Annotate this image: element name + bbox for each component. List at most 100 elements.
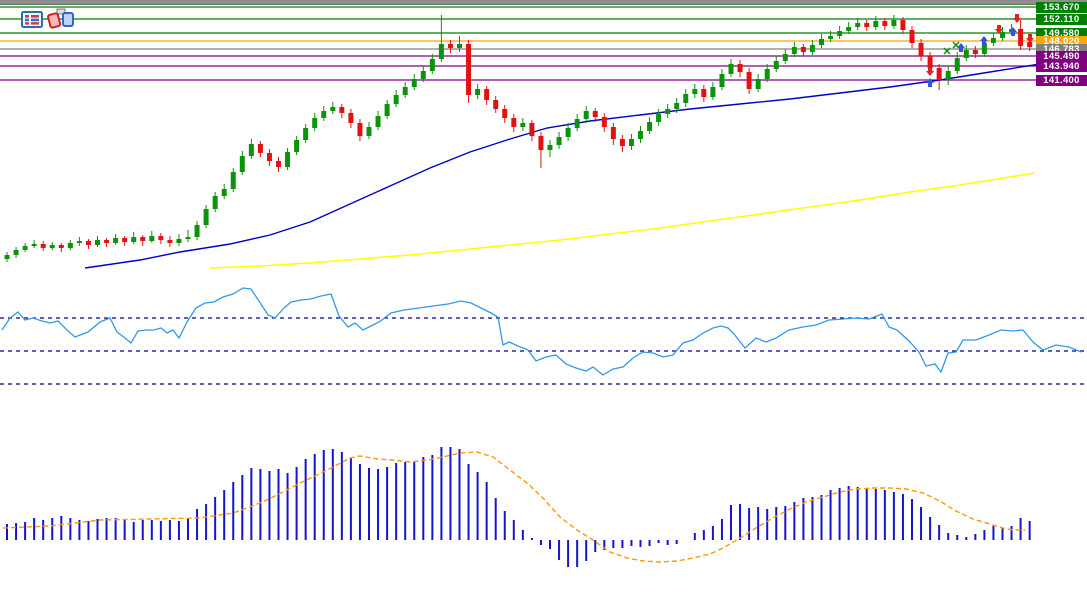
macd-bar bbox=[485, 482, 488, 540]
candle-body bbox=[257, 143, 263, 153]
candle-body bbox=[737, 63, 743, 73]
macd-bar bbox=[449, 447, 452, 540]
candle-body bbox=[402, 87, 408, 95]
candle-body bbox=[610, 127, 616, 139]
macd-bar bbox=[775, 507, 778, 540]
signal-arrows bbox=[926, 14, 1034, 87]
macd-bar bbox=[657, 540, 660, 543]
candlestick-series bbox=[4, 15, 1033, 263]
macd-bar bbox=[558, 540, 561, 560]
candle-body bbox=[13, 250, 19, 255]
macd-bar bbox=[992, 526, 995, 540]
candle-body bbox=[375, 116, 381, 128]
macd-bar bbox=[458, 449, 461, 540]
candle-body bbox=[927, 56, 933, 68]
candle-body bbox=[855, 22, 861, 28]
candle-body bbox=[619, 138, 625, 147]
macd-bar bbox=[349, 458, 352, 540]
signal-arrow-down-icon bbox=[995, 25, 1003, 34]
candle-body bbox=[357, 122, 363, 137]
candle-body bbox=[321, 111, 327, 118]
macd-bar bbox=[322, 450, 325, 540]
candle-body bbox=[683, 93, 689, 103]
macd-bar bbox=[675, 540, 678, 544]
candle-body bbox=[149, 236, 155, 242]
candle-body bbox=[457, 43, 462, 48]
macd-bar bbox=[259, 469, 262, 540]
candle-body bbox=[420, 71, 426, 79]
macd-bar bbox=[69, 518, 72, 540]
macd-bar bbox=[241, 475, 244, 540]
candle-body bbox=[339, 107, 345, 113]
candle-body bbox=[466, 43, 472, 95]
candle-body bbox=[574, 118, 580, 128]
macd-signal-path bbox=[2, 451, 1025, 563]
macd-bar bbox=[612, 540, 615, 548]
macd-bar bbox=[340, 452, 343, 540]
candle-body bbox=[583, 111, 589, 119]
macd-bar bbox=[168, 520, 171, 540]
candle-body bbox=[303, 127, 309, 140]
macd-bar bbox=[911, 499, 913, 540]
macd-bar bbox=[114, 518, 117, 540]
macd-signal-line bbox=[2, 451, 1025, 563]
orders-list-icon[interactable] bbox=[21, 11, 43, 28]
window-top-strip bbox=[0, 0, 1087, 4]
candle-body bbox=[846, 27, 852, 32]
candle-body bbox=[1027, 42, 1033, 48]
macd-bar bbox=[187, 518, 189, 540]
candle-body bbox=[981, 42, 987, 54]
candle-body bbox=[185, 237, 191, 239]
macd-bar bbox=[757, 507, 760, 540]
macd-bar bbox=[386, 467, 389, 540]
signal-arrow-down-icon bbox=[926, 67, 934, 76]
candle-body bbox=[945, 71, 951, 80]
candle-body bbox=[809, 45, 815, 53]
macd-bar bbox=[874, 489, 877, 540]
macd-bar bbox=[123, 520, 126, 540]
candle-body bbox=[520, 122, 526, 128]
candle-body bbox=[719, 73, 725, 88]
macd-bar bbox=[965, 537, 968, 540]
macd-bar bbox=[313, 454, 316, 540]
macd-bar bbox=[422, 457, 425, 540]
buy-sell-flags-icon[interactable] bbox=[47, 8, 74, 29]
macd-bar bbox=[829, 490, 832, 540]
ma-slow-path bbox=[209, 172, 1035, 269]
candle-body bbox=[312, 117, 318, 128]
macd-bar bbox=[585, 540, 588, 561]
ma-slow-line bbox=[209, 172, 1035, 269]
candle-body bbox=[502, 108, 508, 118]
macd-bar bbox=[60, 516, 63, 540]
candle-body bbox=[692, 88, 698, 94]
macd-bar bbox=[1019, 518, 1022, 540]
macd-bar bbox=[304, 459, 307, 540]
candle-body bbox=[565, 127, 571, 138]
candle-body bbox=[828, 36, 834, 39]
candle-body bbox=[294, 140, 300, 153]
signal-arrow-up-icon bbox=[980, 36, 988, 45]
macd-bar bbox=[892, 492, 895, 540]
candle-body bbox=[592, 111, 598, 118]
macd-bar bbox=[621, 540, 624, 548]
candle-body bbox=[764, 68, 770, 79]
oscillator-path bbox=[1, 287, 1082, 376]
candle-body bbox=[384, 103, 390, 117]
macd-bar bbox=[603, 540, 606, 550]
candle-body bbox=[701, 88, 707, 98]
macd-bar bbox=[1010, 526, 1013, 540]
candle-body bbox=[746, 72, 752, 89]
macd-bar bbox=[177, 521, 180, 540]
macd-bar bbox=[920, 507, 923, 540]
candle-body bbox=[665, 108, 671, 114]
macd-bar bbox=[205, 504, 208, 540]
candle-body bbox=[511, 117, 517, 128]
macd-bar bbox=[956, 535, 959, 540]
candle-body bbox=[348, 112, 354, 123]
candle-body bbox=[782, 53, 788, 62]
candle-body bbox=[248, 143, 254, 157]
macd-bar bbox=[865, 488, 868, 540]
oscillator-line bbox=[1, 287, 1082, 376]
